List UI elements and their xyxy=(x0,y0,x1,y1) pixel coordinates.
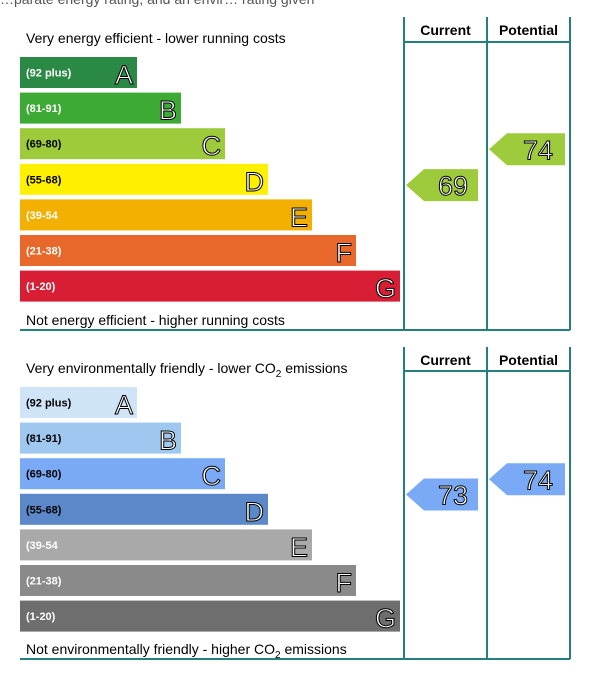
rating-value: 73 xyxy=(438,480,468,510)
band-range-label: (1-20) xyxy=(26,281,56,293)
band-letter: D xyxy=(245,167,265,197)
band-bar xyxy=(20,458,225,490)
band-a: (92 plus) A xyxy=(20,57,137,91)
band-letter: D xyxy=(245,497,265,527)
band-bar xyxy=(20,92,181,124)
band-c: (69-80) C xyxy=(20,458,225,492)
band-range-label: (69-80) xyxy=(26,469,62,481)
current-header: Current xyxy=(420,352,471,368)
band-letter: A xyxy=(115,390,133,420)
band-range-label: (21-38) xyxy=(26,246,62,258)
band-b: (81-91) B xyxy=(20,422,181,456)
band-letter: C xyxy=(202,461,222,491)
current-rating-arrow: 73 xyxy=(406,478,478,511)
band-letter: C xyxy=(202,131,222,161)
band-f: (21-38) F xyxy=(20,565,356,599)
band-g: (1-20) G xyxy=(20,270,400,304)
band-e: (39-54 E xyxy=(20,199,312,233)
band-letter: F xyxy=(336,568,353,598)
band-bar xyxy=(20,387,137,418)
top-caption: …parate energy rating, and an envir… rat… xyxy=(0,0,589,9)
potential-header: Potential xyxy=(499,352,558,368)
band-bar xyxy=(20,163,268,195)
band-range-label: (55-68) xyxy=(26,174,62,186)
band-range-label: (69-80) xyxy=(26,139,62,151)
band-letter: E xyxy=(290,532,308,562)
current-rating-arrow: 69 xyxy=(406,169,478,202)
band-bar xyxy=(20,493,268,525)
potential-rating-arrow: 74 xyxy=(489,133,565,166)
band-letter: G xyxy=(375,274,396,304)
potential-rating-arrow: 74 xyxy=(489,463,565,496)
rating-value: 74 xyxy=(523,465,553,495)
band-letter: F xyxy=(336,238,353,268)
band-range-label: (39-54 xyxy=(26,210,59,222)
band-range-label: (92 plus) xyxy=(26,398,72,410)
rating-arrow xyxy=(489,133,565,166)
energy-efficiency-chart: Current Potential Very energy efficient - … xyxy=(20,17,571,331)
band-b: (81-91) B xyxy=(20,92,181,126)
band-bar xyxy=(20,235,356,266)
band-bar xyxy=(20,270,400,302)
band-range-label: (81-91) xyxy=(26,433,62,445)
band-bar xyxy=(20,57,137,88)
band-bar xyxy=(20,199,312,231)
environmental-impact-chart: Current Potential Very environmentally fri… xyxy=(20,347,571,661)
band-e: (39-54 E xyxy=(20,529,312,563)
potential-header: Potential xyxy=(499,22,558,38)
band-range-label: (92 plus) xyxy=(26,68,72,80)
band-bar xyxy=(20,600,400,632)
band-a: (92 plus) A xyxy=(20,387,137,421)
band-letter: B xyxy=(159,426,177,456)
band-range-label: (1-20) xyxy=(26,611,56,623)
rating-value: 74 xyxy=(523,135,553,165)
top-label: Very energy efficient - lower running co… xyxy=(26,30,286,46)
rating-arrow xyxy=(406,169,478,202)
rating-arrow xyxy=(489,463,565,496)
rating-value: 69 xyxy=(438,171,468,201)
band-letter: A xyxy=(115,60,133,90)
band-range-label: (21-38) xyxy=(26,576,62,588)
rating-arrow xyxy=(406,478,478,511)
band-range-label: (55-68) xyxy=(26,504,62,516)
band-bar xyxy=(20,529,312,561)
top-label: Very environmentally friendly - lower CO… xyxy=(26,360,347,380)
band-letter: E xyxy=(290,202,308,232)
band-f: (21-38) F xyxy=(20,235,356,269)
band-letter: B xyxy=(159,96,177,126)
band-bar xyxy=(20,128,225,160)
current-header: Current xyxy=(420,22,471,38)
band-c: (69-80) C xyxy=(20,128,225,162)
band-d: (55-68) D xyxy=(20,493,268,527)
band-bar xyxy=(20,422,181,454)
band-d: (55-68) D xyxy=(20,163,268,197)
band-range-label: (81-91) xyxy=(26,103,62,115)
bottom-label: Not environmentally friendly - higher CO… xyxy=(26,641,347,661)
band-letter: G xyxy=(375,604,396,634)
band-range-label: (39-54 xyxy=(26,540,59,552)
band-g: (1-20) G xyxy=(20,600,400,634)
bottom-label: Not energy efficient - higher running co… xyxy=(26,312,285,328)
band-bar xyxy=(20,565,356,596)
